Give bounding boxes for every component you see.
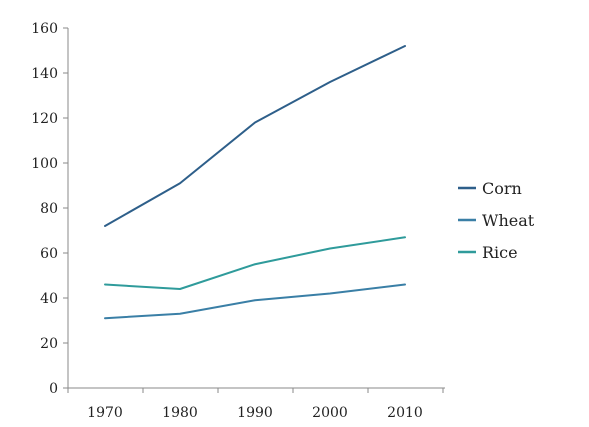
axes (63, 27, 445, 393)
y-tick-label: 140 (31, 66, 58, 82)
y-tick-label: 60 (40, 246, 58, 262)
y-tick-label: 160 (31, 21, 58, 37)
y-tick-label: 0 (49, 381, 58, 397)
series-lines (104, 45, 406, 320)
y-tick-label: 20 (40, 336, 58, 352)
y-tick-label: 100 (31, 156, 58, 172)
x-tick-label: 2010 (387, 405, 423, 421)
y-tick-label: 120 (31, 111, 58, 127)
x-tick-label: 2000 (312, 405, 348, 421)
series-line-corn (104, 45, 406, 227)
series-line-rice (104, 236, 406, 290)
y-tick-label: 80 (40, 201, 58, 217)
series-line-wheat (104, 283, 406, 320)
x-tick-label: 1970 (87, 405, 123, 421)
legend-label-wheat: Wheat (482, 211, 535, 230)
legend: Corn Wheat Rice (458, 179, 535, 262)
legend-label-corn: Corn (482, 179, 522, 198)
legend-label-rice: Rice (482, 243, 518, 262)
x-tick-label: 1990 (237, 405, 273, 421)
tick-labels: 0 20 40 60 80 100 120 140 160 1970 1980 1990 2000 201… (31, 21, 423, 421)
y-tick-label: 40 (40, 291, 58, 307)
x-tick-label: 1980 (162, 405, 198, 421)
